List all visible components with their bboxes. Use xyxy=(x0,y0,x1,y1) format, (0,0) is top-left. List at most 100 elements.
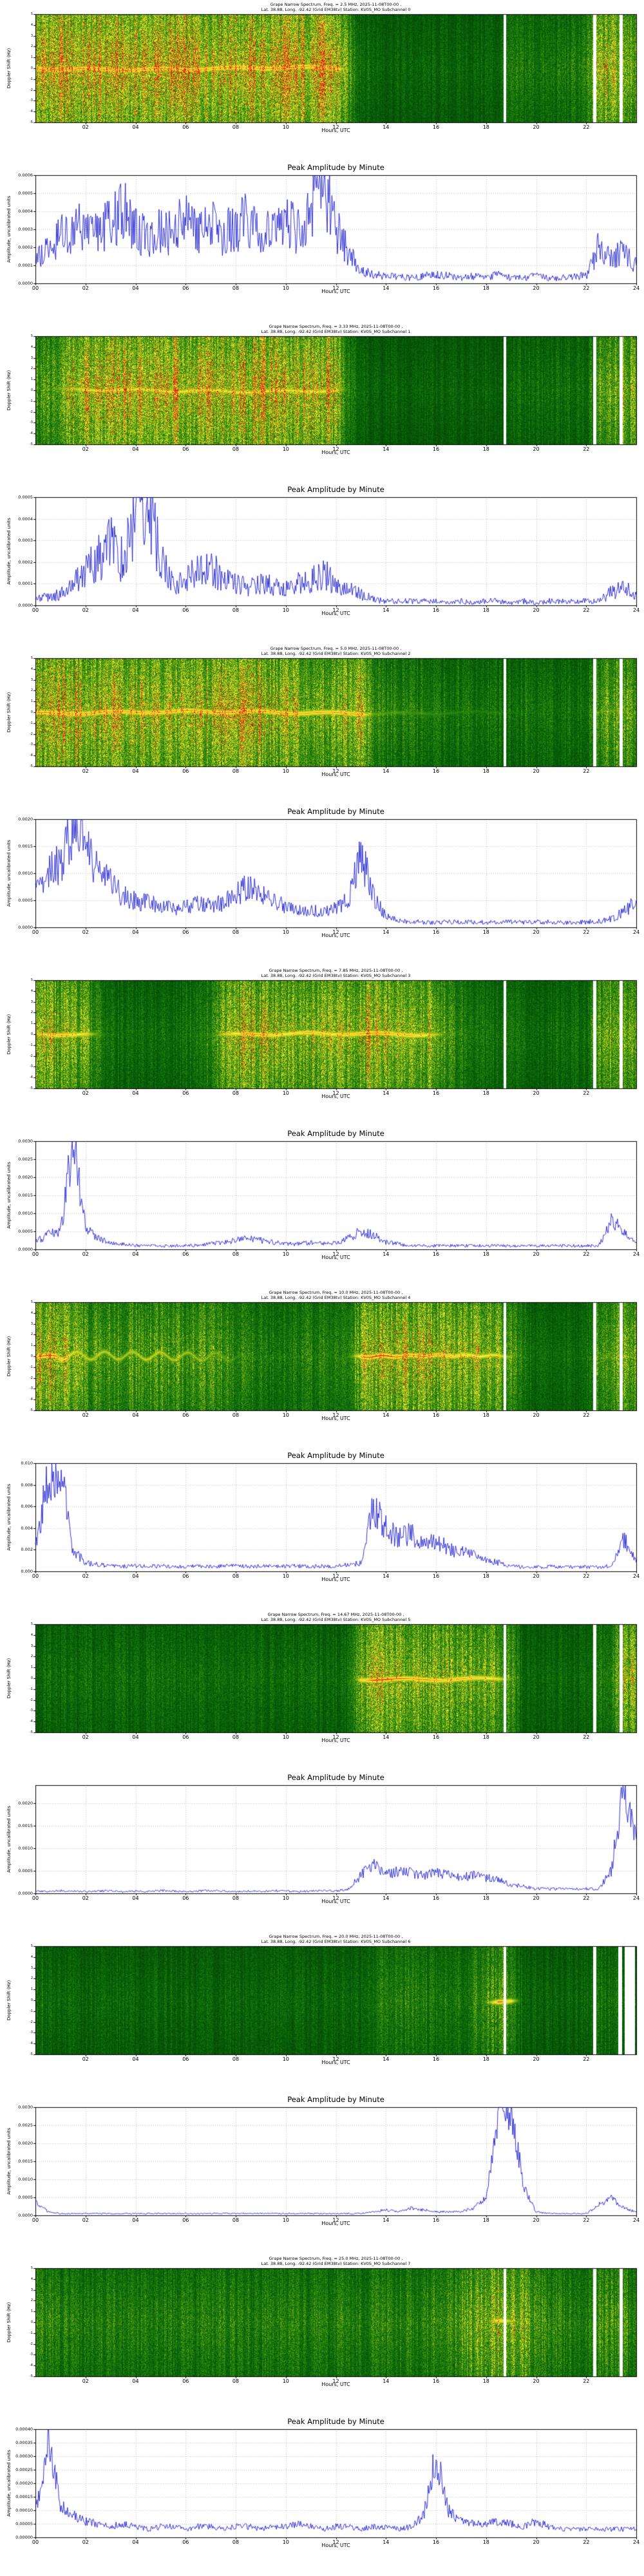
x-tick-label: 10 xyxy=(282,285,289,291)
x-tick-label: 12 xyxy=(332,1412,339,1418)
x-tick-label: 08 xyxy=(232,1251,240,1257)
x-tick-label: 00 xyxy=(32,1573,39,1579)
y-tick-label: -4 xyxy=(30,431,33,436)
x-tick-label: 02 xyxy=(82,2378,89,2384)
x-tick-label: 08 xyxy=(232,2056,240,2062)
x-tick-label: 14 xyxy=(383,446,390,452)
y-tick-label: 0.0005 xyxy=(18,191,33,196)
x-tick-label: 22 xyxy=(583,124,590,130)
x-tick-label: 14 xyxy=(383,2217,390,2223)
x-tick-label: 04 xyxy=(132,1734,139,1740)
x-tick-label: 22 xyxy=(583,1251,590,1257)
x-tick-label: 18 xyxy=(482,1412,489,1418)
x-tick-label: 10 xyxy=(282,2217,289,2223)
x-tick-label: 16 xyxy=(432,1412,440,1418)
y-tick-label: 2 xyxy=(30,1976,33,1981)
chart-title-line2: Lat. 38.88, Long. -92.42 (Grid EM38tv) S… xyxy=(261,1939,411,1944)
x-tick-label: 00 xyxy=(32,929,39,935)
x-tick-label: 10 xyxy=(282,2056,289,2062)
y-tick-label: 0.0005 xyxy=(18,898,33,903)
x-tick-label: 06 xyxy=(182,1412,189,1418)
y-tick-label: 0.0003 xyxy=(18,227,33,232)
x-tick-label: 20 xyxy=(533,446,540,452)
x-tick-label: 06 xyxy=(182,2217,189,2223)
y-tick-label: 4 xyxy=(30,23,33,27)
plot-canvas xyxy=(0,322,644,483)
x-tick-label: 06 xyxy=(182,768,189,774)
y-tick-label: 1 xyxy=(30,699,33,704)
x-tick-label: 18 xyxy=(482,2539,489,2545)
x-tick-label: 12 xyxy=(332,1895,339,1901)
chart-title-line1: Grape Narrow Spectrum, Freq. = 25.0 MHz,… xyxy=(269,2256,403,2261)
x-tick-label: 04 xyxy=(132,285,139,291)
x-tick-label: 18 xyxy=(482,929,489,935)
y-tick-label: 0.0000 xyxy=(18,2213,33,2218)
y-tick-label: -1 xyxy=(30,1687,33,1691)
x-tick-label: 02 xyxy=(82,1412,89,1418)
chart-title-line2: Lat. 38.88, Long. -92.42 (Grid EM38tv) S… xyxy=(261,329,411,334)
x-tick-label: 00 xyxy=(32,1895,39,1901)
x-tick-label: 18 xyxy=(482,285,489,291)
y-tick-label: -2 xyxy=(30,88,33,92)
x-tick-label: 10 xyxy=(282,1895,289,1901)
y-tick-label: 0.0001 xyxy=(18,581,33,587)
y-tick-label: -5 xyxy=(30,442,33,446)
x-tick-label: 12 xyxy=(332,1090,339,1096)
x-tick-label: 04 xyxy=(132,2539,139,2545)
x-tick-label: 14 xyxy=(383,1895,390,1901)
y-tick-label: -4 xyxy=(30,753,33,758)
x-tick-label: 20 xyxy=(533,929,540,935)
y-tick-label: 0.008 xyxy=(21,1482,33,1488)
y-tick-label: 0.0006 xyxy=(18,173,33,178)
x-axis-label: Hours, UTC xyxy=(321,1899,350,1904)
y-tick-label: 0.00040 xyxy=(15,2427,33,2432)
x-tick-label: 10 xyxy=(282,929,289,935)
y-tick-label: 0.0005 xyxy=(18,2195,33,2200)
x-tick-label: 04 xyxy=(132,1895,139,1901)
x-tick-label: 12 xyxy=(332,2539,339,2545)
x-tick-label: 20 xyxy=(533,768,540,774)
x-tick-label: 16 xyxy=(432,2378,440,2384)
y-tick-label: -2 xyxy=(30,1698,33,1702)
chart-title-line2: Lat. 38.88, Long. -92.42 (Grid EM38tv) S… xyxy=(261,651,411,656)
y-tick-label: 0.0010 xyxy=(18,2177,33,2182)
x-tick-label: 18 xyxy=(482,2056,489,2062)
spectrogram-figure-subchannel-7: Grape Narrow Spectrum, Freq. = 25.0 MHz,… xyxy=(0,2254,644,2415)
x-tick-label: 24 xyxy=(632,1573,640,1579)
y-tick-label: 2 xyxy=(30,2298,33,2303)
x-axis-label: Hours, UTC xyxy=(321,128,350,133)
y-tick-label: 0.00030 xyxy=(15,2454,33,2459)
x-tick-label: 14 xyxy=(383,1251,390,1257)
chart-title: Peak Amplitude by Minute xyxy=(287,1129,384,1138)
y-tick-label: -1 xyxy=(30,2009,33,2013)
x-tick-label: 10 xyxy=(282,1412,289,1418)
y-tick-label: 0.0020 xyxy=(18,1801,33,1806)
spectrogram-figure-subchannel-4: Grape Narrow Spectrum, Freq. = 10.0 MHz,… xyxy=(0,1288,644,1449)
y-tick-label: 2 xyxy=(30,688,33,693)
plot-canvas xyxy=(0,2093,644,2254)
y-tick-label: 5 xyxy=(30,334,33,338)
x-tick-label: 22 xyxy=(583,2539,590,2545)
plot-canvas xyxy=(0,1771,644,1932)
x-tick-label: 16 xyxy=(432,1734,440,1740)
x-tick-label: 18 xyxy=(482,1734,489,1740)
y-tick-label: -1 xyxy=(30,1043,33,1047)
x-tick-label: 22 xyxy=(583,285,590,291)
x-tick-label: 04 xyxy=(132,929,139,935)
y-tick-label: 5 xyxy=(30,1300,33,1304)
y-tick-label: -1 xyxy=(30,721,33,725)
x-tick-label: 14 xyxy=(383,285,390,291)
x-tick-label: 14 xyxy=(383,124,390,130)
y-tick-label: 0.0004 xyxy=(18,516,33,522)
y-tick-label: 0.0020 xyxy=(18,1175,33,1180)
x-tick-label: 14 xyxy=(383,1573,390,1579)
x-axis-label: Hours, UTC xyxy=(321,2543,350,2548)
y-tick-label: 0.010 xyxy=(21,1461,33,1466)
plot-canvas xyxy=(0,1127,644,1288)
x-tick-label: 02 xyxy=(82,1573,89,1579)
y-tick-label: 0.004 xyxy=(21,1525,33,1531)
chart-title-line1: Grape Narrow Spectrum, Freq. = 7.85 MHz,… xyxy=(269,968,403,973)
y-tick-label: 1 xyxy=(30,1987,33,1992)
y-tick-label: -3 xyxy=(30,1709,33,1713)
x-tick-label: 12 xyxy=(332,2378,339,2384)
